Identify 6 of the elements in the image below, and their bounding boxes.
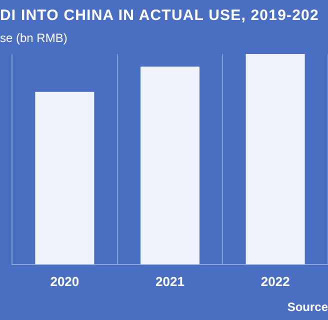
text: Source [287, 300, 328, 314]
x-tick-label: 2020 [50, 274, 80, 289]
chart-subtitle: se (bn RMB) [0, 31, 68, 45]
x-tick-label: 2022 [260, 274, 290, 289]
chart-title: DI INTO CHINA IN ACTUAL USE, 2019-202 [0, 7, 319, 24]
x-tick-label: 2021 [156, 274, 184, 289]
